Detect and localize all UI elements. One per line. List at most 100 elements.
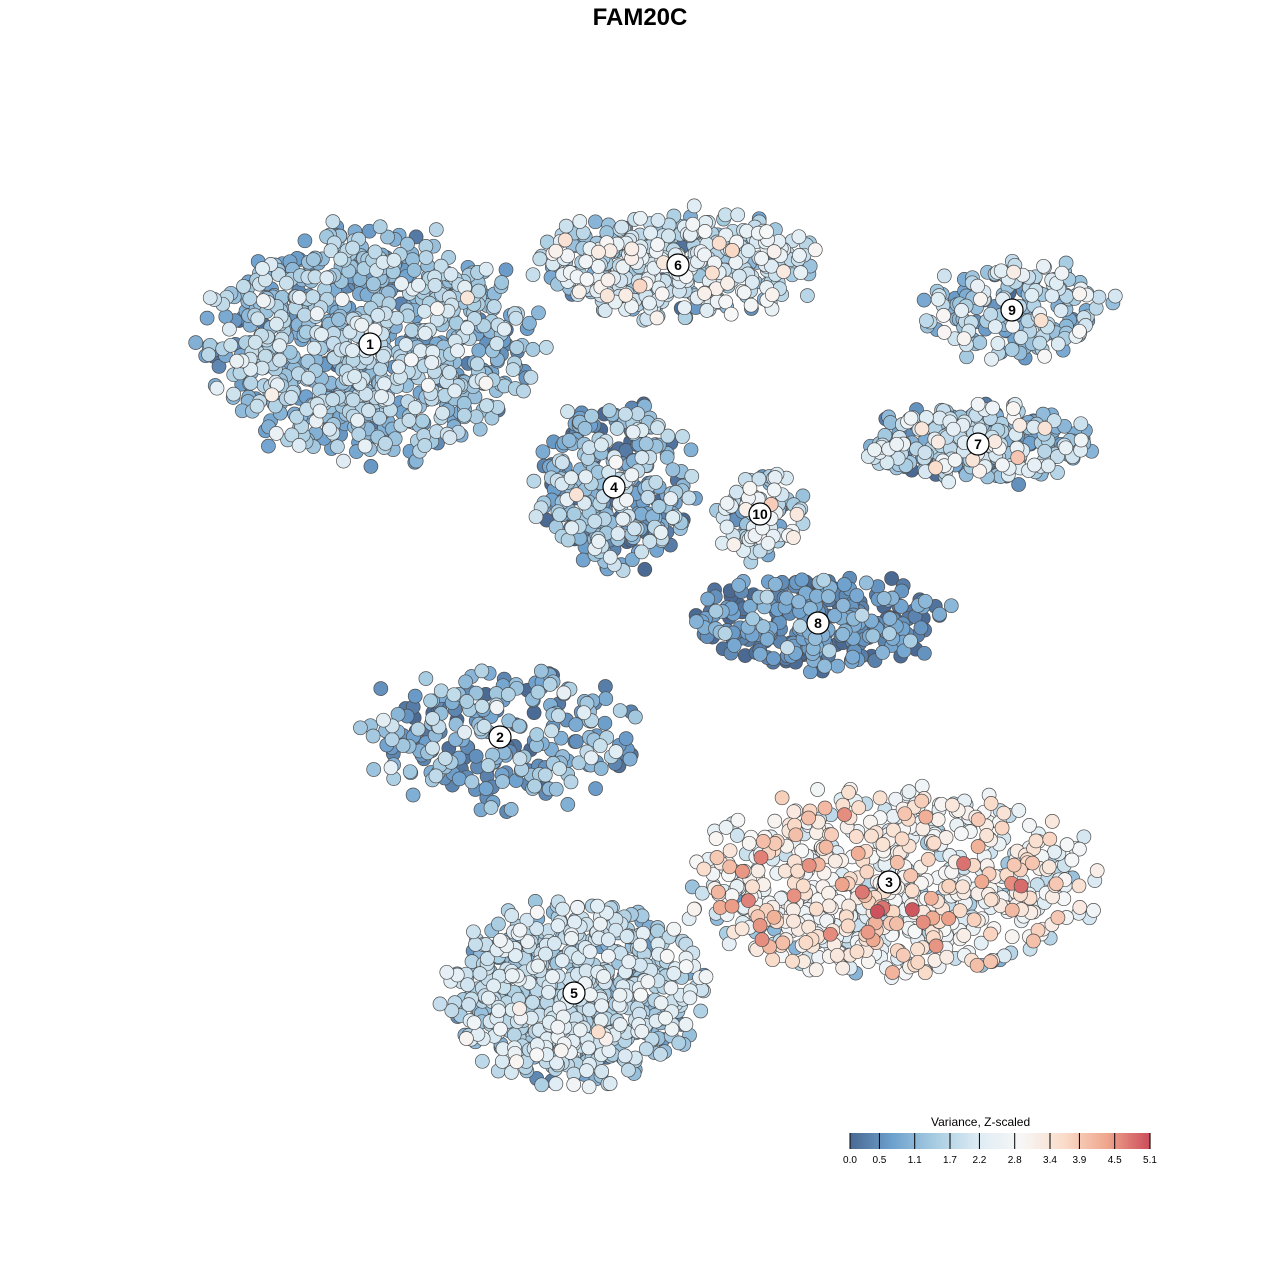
data-point <box>889 436 905 452</box>
data-point <box>247 334 263 350</box>
data-points <box>188 198 1123 1095</box>
data-point <box>650 420 665 436</box>
data-point <box>1040 458 1056 474</box>
data-point <box>865 628 881 644</box>
data-point <box>272 352 288 368</box>
data-point <box>760 535 776 551</box>
data-point <box>1053 303 1069 318</box>
data-point <box>494 275 510 290</box>
data-point <box>572 214 588 229</box>
data-point <box>663 980 679 996</box>
data-point <box>322 421 337 437</box>
data-point <box>558 218 574 234</box>
data-point <box>851 800 867 816</box>
data-point <box>824 827 839 842</box>
data-point <box>1050 910 1066 925</box>
data-point <box>936 325 952 340</box>
data-point <box>512 1001 527 1017</box>
data-point <box>347 369 362 384</box>
data-point <box>870 904 885 919</box>
data-point <box>634 544 649 560</box>
data-point <box>1026 933 1041 949</box>
data-point <box>835 598 851 613</box>
data-point <box>741 835 757 851</box>
data-point <box>542 677 558 692</box>
data-point <box>447 383 463 399</box>
data-point <box>479 398 494 413</box>
data-point <box>1004 929 1020 945</box>
data-point <box>678 959 694 975</box>
data-point <box>1050 336 1066 352</box>
data-point <box>1004 902 1020 918</box>
data-point <box>723 306 739 322</box>
data-point <box>283 390 299 405</box>
data-point <box>560 797 576 812</box>
data-point <box>788 827 804 843</box>
data-point <box>671 1035 687 1051</box>
data-point <box>561 433 577 448</box>
data-point <box>250 311 266 327</box>
data-point <box>457 724 472 740</box>
data-point <box>411 277 426 293</box>
data-point <box>437 751 453 766</box>
data-point <box>792 618 808 634</box>
data-point <box>1027 457 1042 473</box>
data-point <box>418 250 434 265</box>
data-point <box>914 793 930 809</box>
data-point <box>211 359 227 374</box>
data-point <box>291 290 307 305</box>
data-point <box>930 434 946 450</box>
data-point <box>236 279 251 294</box>
data-point <box>720 275 735 291</box>
data-point <box>882 611 898 626</box>
data-point <box>390 706 406 722</box>
data-point <box>527 778 542 794</box>
colorbar-tick-label: 3.4 <box>1043 1155 1057 1166</box>
data-point <box>681 490 697 506</box>
data-point <box>653 995 669 1011</box>
data-point <box>915 914 931 930</box>
data-point <box>435 405 450 421</box>
data-point <box>675 429 690 444</box>
data-point <box>401 413 417 428</box>
data-point <box>1010 450 1026 465</box>
data-point <box>551 708 566 723</box>
data-point <box>766 482 782 498</box>
colorbar-tick-label: 2.8 <box>1008 1155 1022 1166</box>
data-point <box>634 450 650 465</box>
data-point <box>708 831 724 846</box>
data-point <box>786 913 801 929</box>
data-point <box>685 216 701 232</box>
data-point <box>526 473 542 489</box>
data-point <box>583 750 599 766</box>
data-point <box>810 782 825 797</box>
data-point <box>1054 265 1070 281</box>
data-point <box>405 787 421 803</box>
data-point <box>985 400 1000 416</box>
data-point <box>956 331 972 347</box>
data-point <box>731 577 747 593</box>
data-point <box>904 902 920 917</box>
data-point <box>243 375 259 391</box>
data-point <box>394 276 409 292</box>
data-point <box>740 243 756 259</box>
data-point <box>785 953 800 969</box>
data-point <box>726 537 742 552</box>
data-point <box>889 855 905 870</box>
colorbar-tick-label: 3.9 <box>1072 1155 1086 1166</box>
data-point <box>552 507 567 523</box>
data-point <box>464 774 480 790</box>
data-point <box>794 572 810 588</box>
data-point <box>767 470 783 485</box>
data-point <box>983 796 999 811</box>
data-point <box>201 347 216 362</box>
data-point <box>612 1017 628 1032</box>
data-point <box>654 286 670 302</box>
data-point <box>995 457 1010 473</box>
data-point <box>529 1047 545 1063</box>
data-point <box>808 962 824 978</box>
data-point <box>821 898 837 914</box>
data-point <box>345 343 360 358</box>
data-point <box>1011 477 1026 492</box>
